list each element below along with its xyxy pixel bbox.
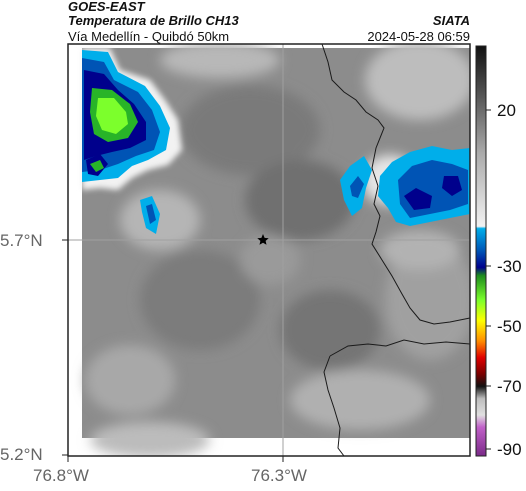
map-border [67, 43, 471, 457]
map-layer [68, 44, 470, 456]
colorbar-label: -90 [497, 440, 522, 459]
municipal-boundary-east [329, 339, 470, 357]
convection-cell-northwest [82, 48, 182, 234]
lon-label: 76.8°W [33, 466, 89, 485]
lon-label: 76.3°W [251, 466, 307, 485]
colorbar-label: 20 [497, 101, 516, 120]
star-icon[interactable] [257, 234, 269, 245]
colorbar-label: -30 [497, 257, 522, 276]
colorbar [475, 45, 491, 457]
region-label: Vía Medellín - Quibdó 50km [68, 29, 230, 44]
convection-cell-northeast [340, 146, 470, 226]
cloud-texture [85, 44, 470, 456]
brand-label: SIATA [432, 13, 470, 28]
product-title: Temperatura de Brillo CH13 [68, 13, 239, 28]
data-source: GOES-EAST [68, 0, 145, 14]
colorbar-label: -70 [497, 377, 522, 396]
colorbar-label: -50 [497, 317, 522, 336]
lat-label: 5.7°N [0, 231, 43, 250]
lat-label: 5.2°N [0, 445, 43, 464]
timestamp: 2024-05-28 06:59 [367, 29, 470, 44]
municipal-boundary [323, 355, 345, 456]
department-boundary [321, 44, 470, 325]
